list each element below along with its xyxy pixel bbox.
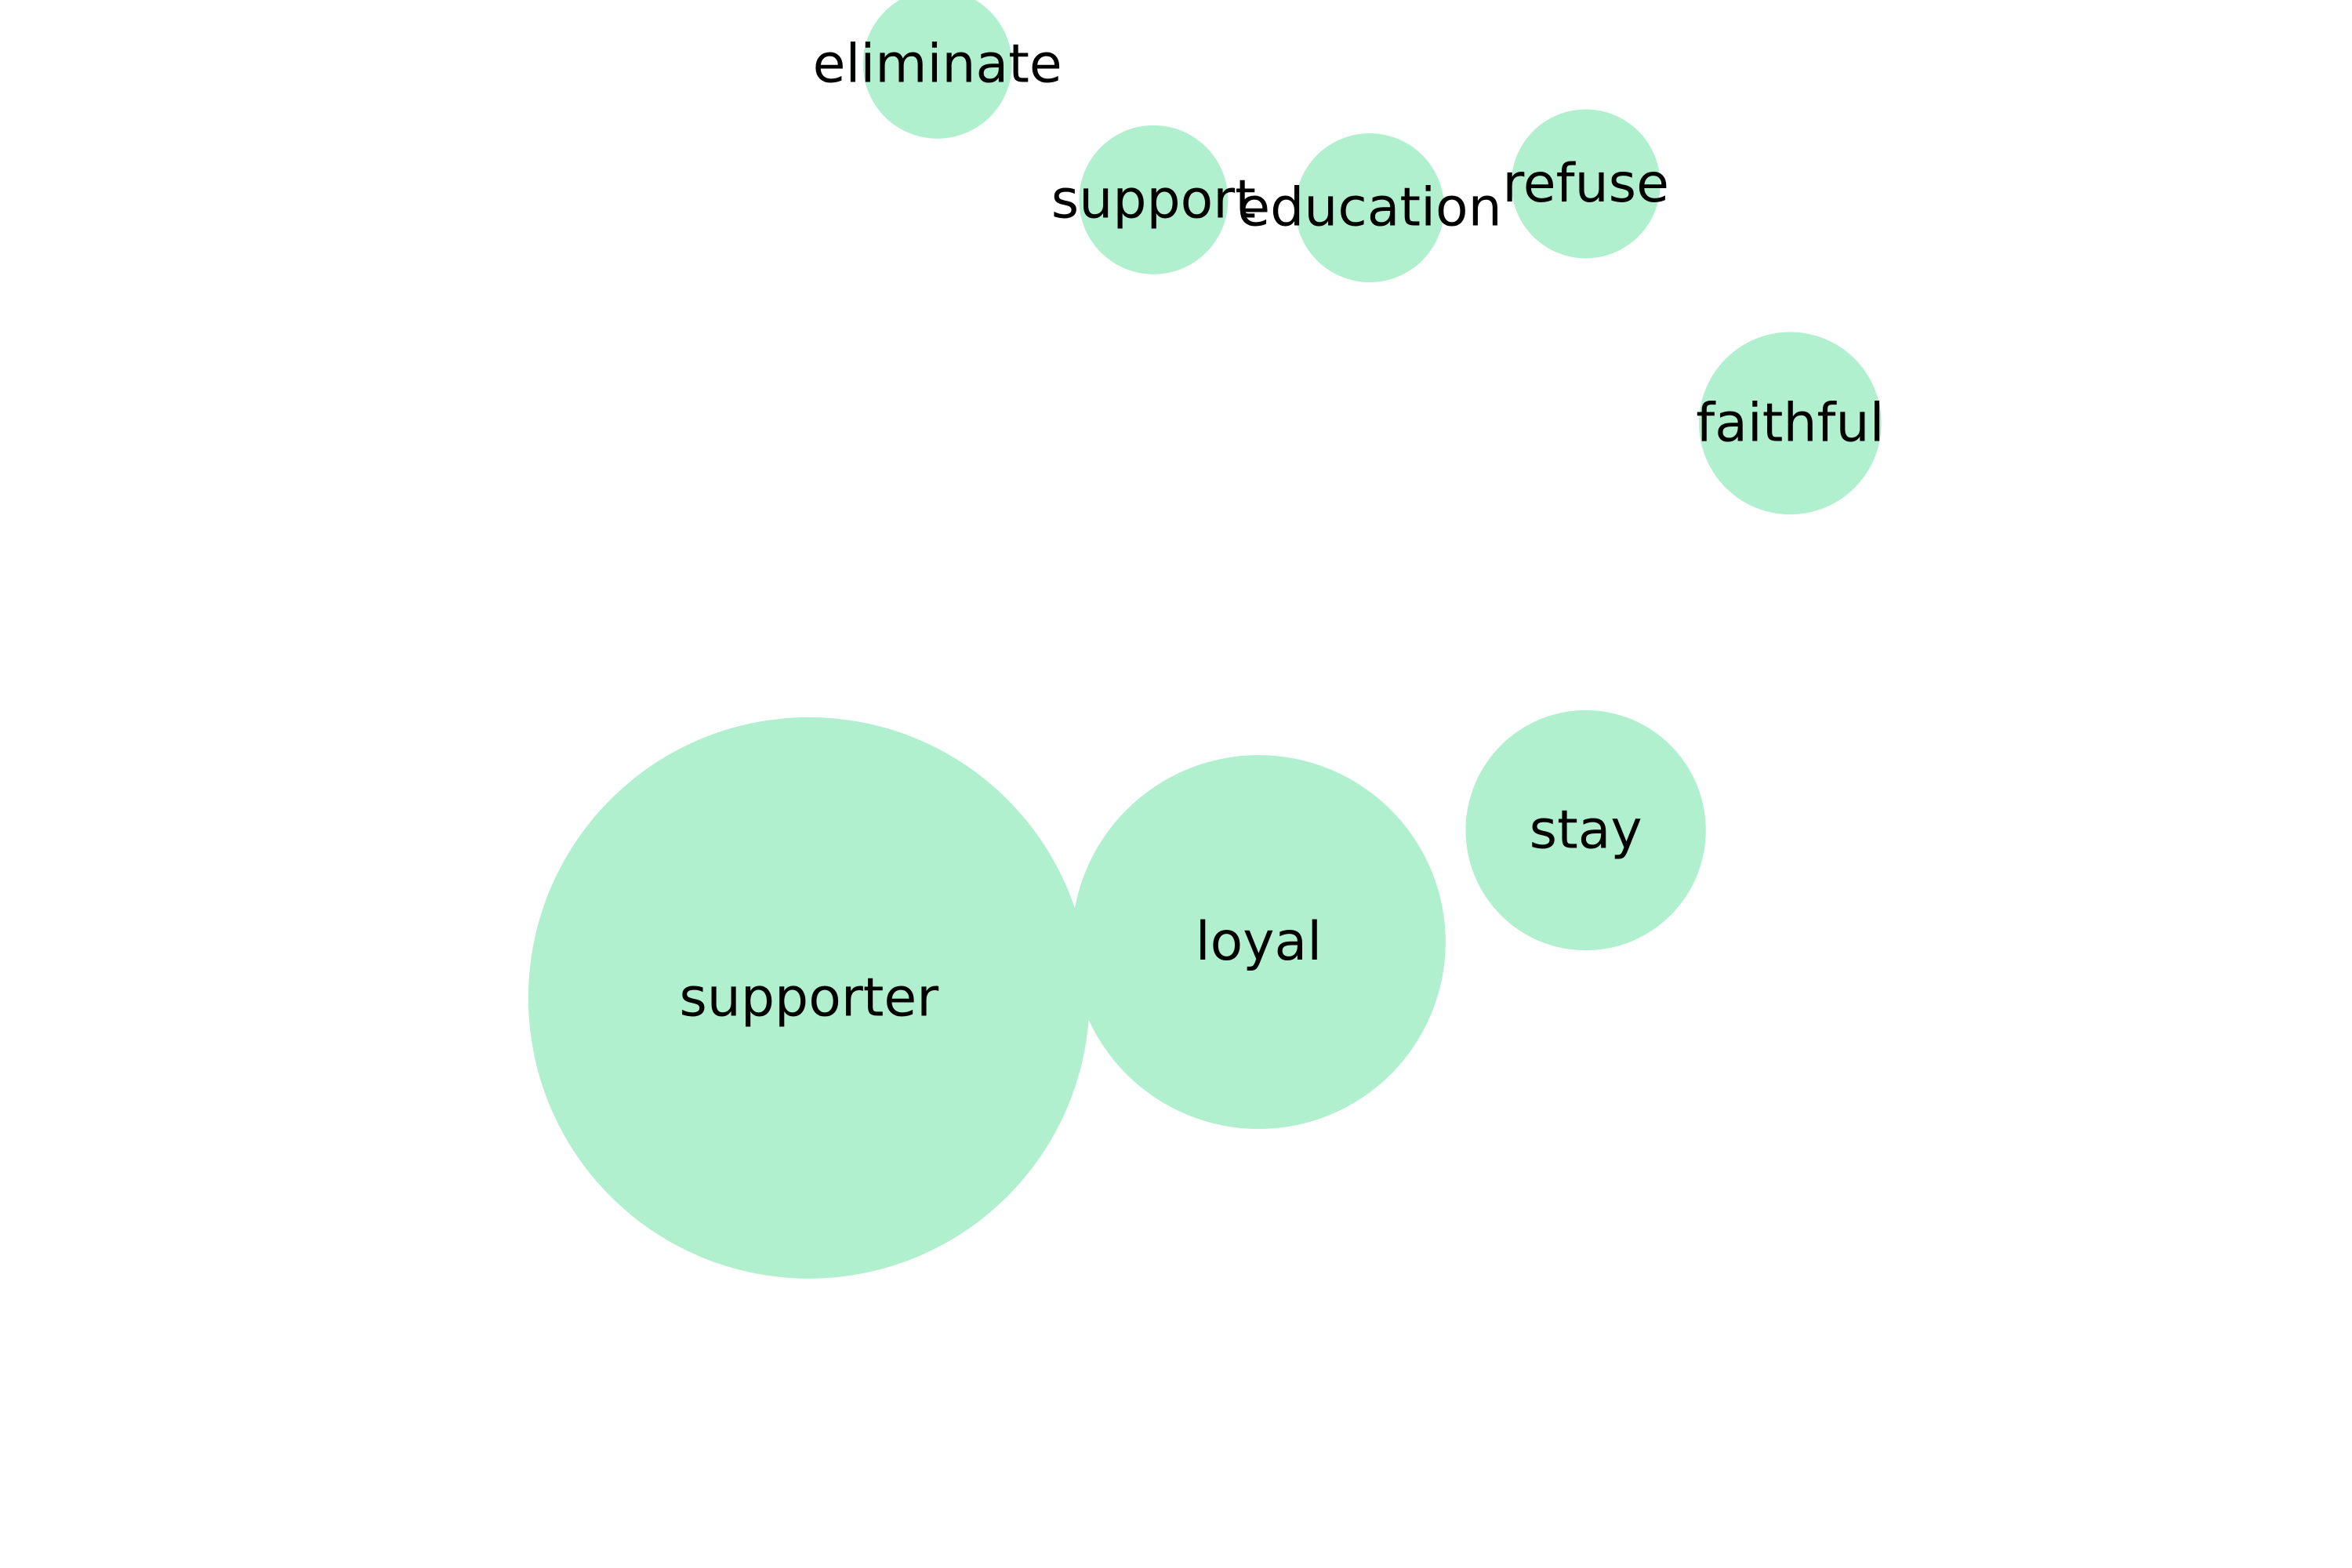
bubble-label-stay: stay xyxy=(1530,800,1642,862)
bubble-faithful xyxy=(1699,332,1882,515)
bubble-label-faithful: faithful xyxy=(1696,392,1884,454)
bubble-label-eliminate: eliminate xyxy=(813,33,1062,95)
bubble-support xyxy=(1079,125,1229,274)
bubble-label-refuse: refuse xyxy=(1502,153,1669,215)
bubble-label-support: support xyxy=(1051,169,1256,230)
bubble-refuse xyxy=(1511,109,1661,259)
labels-layer: facingimpeliminatesupporteducationrefuse… xyxy=(679,33,1884,1029)
bubble-education xyxy=(1295,133,1444,283)
bubble-label-supporter: supporter xyxy=(679,967,938,1029)
bubble-supporter xyxy=(528,717,1090,1279)
bubbles-layer xyxy=(528,0,1882,1279)
bubble-stay xyxy=(1465,710,1706,951)
bubble-loyal xyxy=(1072,755,1446,1130)
bubble-eliminate xyxy=(862,0,1012,139)
bubble-label-loyal: loyal xyxy=(1196,911,1322,973)
bubble-label-education: education xyxy=(1237,177,1501,239)
